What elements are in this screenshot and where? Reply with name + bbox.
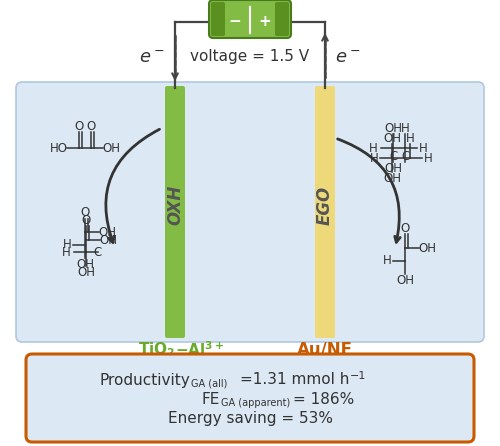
Text: −: − <box>228 13 241 29</box>
Text: $\mathbf{TiO_2}$: $\mathbf{TiO_2}$ <box>138 341 175 359</box>
Text: O: O <box>86 120 96 132</box>
Text: FE: FE <box>202 392 220 406</box>
Text: OH: OH <box>384 121 402 135</box>
Text: H: H <box>406 132 414 145</box>
Text: $e^-$: $e^-$ <box>335 49 361 67</box>
Text: GA (apparent): GA (apparent) <box>221 398 290 408</box>
Text: H: H <box>62 239 72 252</box>
Text: voltage = 1.5 V: voltage = 1.5 V <box>190 49 310 63</box>
FancyBboxPatch shape <box>211 2 225 36</box>
FancyBboxPatch shape <box>209 0 291 38</box>
Text: H: H <box>368 141 378 154</box>
Text: +: + <box>258 13 272 29</box>
FancyBboxPatch shape <box>315 86 335 338</box>
FancyBboxPatch shape <box>165 86 185 338</box>
Text: =1.31 mmol h: =1.31 mmol h <box>240 372 350 388</box>
Text: C: C <box>401 149 409 162</box>
Text: Productivity: Productivity <box>99 372 190 388</box>
Text: OH: OH <box>76 257 94 271</box>
Text: = 186%: = 186% <box>293 392 354 406</box>
Text: GA (all): GA (all) <box>191 379 228 389</box>
Text: OH: OH <box>383 132 401 145</box>
Text: OH: OH <box>384 161 402 174</box>
Text: OH: OH <box>98 226 116 239</box>
Text: C: C <box>389 149 397 162</box>
Text: OH: OH <box>418 241 436 255</box>
Text: OH: OH <box>77 265 95 278</box>
Text: EGO: EGO <box>316 186 334 225</box>
Text: $\mathbf{-Al^{3+}}$: $\mathbf{-Al^{3+}}$ <box>175 341 224 359</box>
Text: OH: OH <box>99 234 117 247</box>
Text: O: O <box>82 214 90 227</box>
Text: OH: OH <box>102 141 120 154</box>
Text: H: H <box>62 245 70 259</box>
Text: H: H <box>418 141 428 154</box>
Text: H: H <box>424 152 432 165</box>
FancyBboxPatch shape <box>275 2 289 36</box>
Text: H: H <box>382 255 392 268</box>
Text: O: O <box>400 222 409 235</box>
FancyBboxPatch shape <box>26 354 474 442</box>
Text: OXH: OXH <box>166 185 184 225</box>
FancyBboxPatch shape <box>16 82 484 342</box>
Text: −1: −1 <box>350 371 366 381</box>
Text: O: O <box>74 120 84 132</box>
Text: $e^-$: $e^-$ <box>139 49 165 67</box>
Text: OH: OH <box>396 273 414 286</box>
Text: Energy saving = 53%: Energy saving = 53% <box>168 410 332 425</box>
Text: OH: OH <box>383 172 401 185</box>
Text: H: H <box>370 152 378 165</box>
Text: H: H <box>400 121 409 135</box>
Text: Au/NF: Au/NF <box>297 341 353 359</box>
Text: C: C <box>94 245 102 259</box>
Text: O: O <box>80 206 90 219</box>
Text: HO: HO <box>50 141 68 154</box>
